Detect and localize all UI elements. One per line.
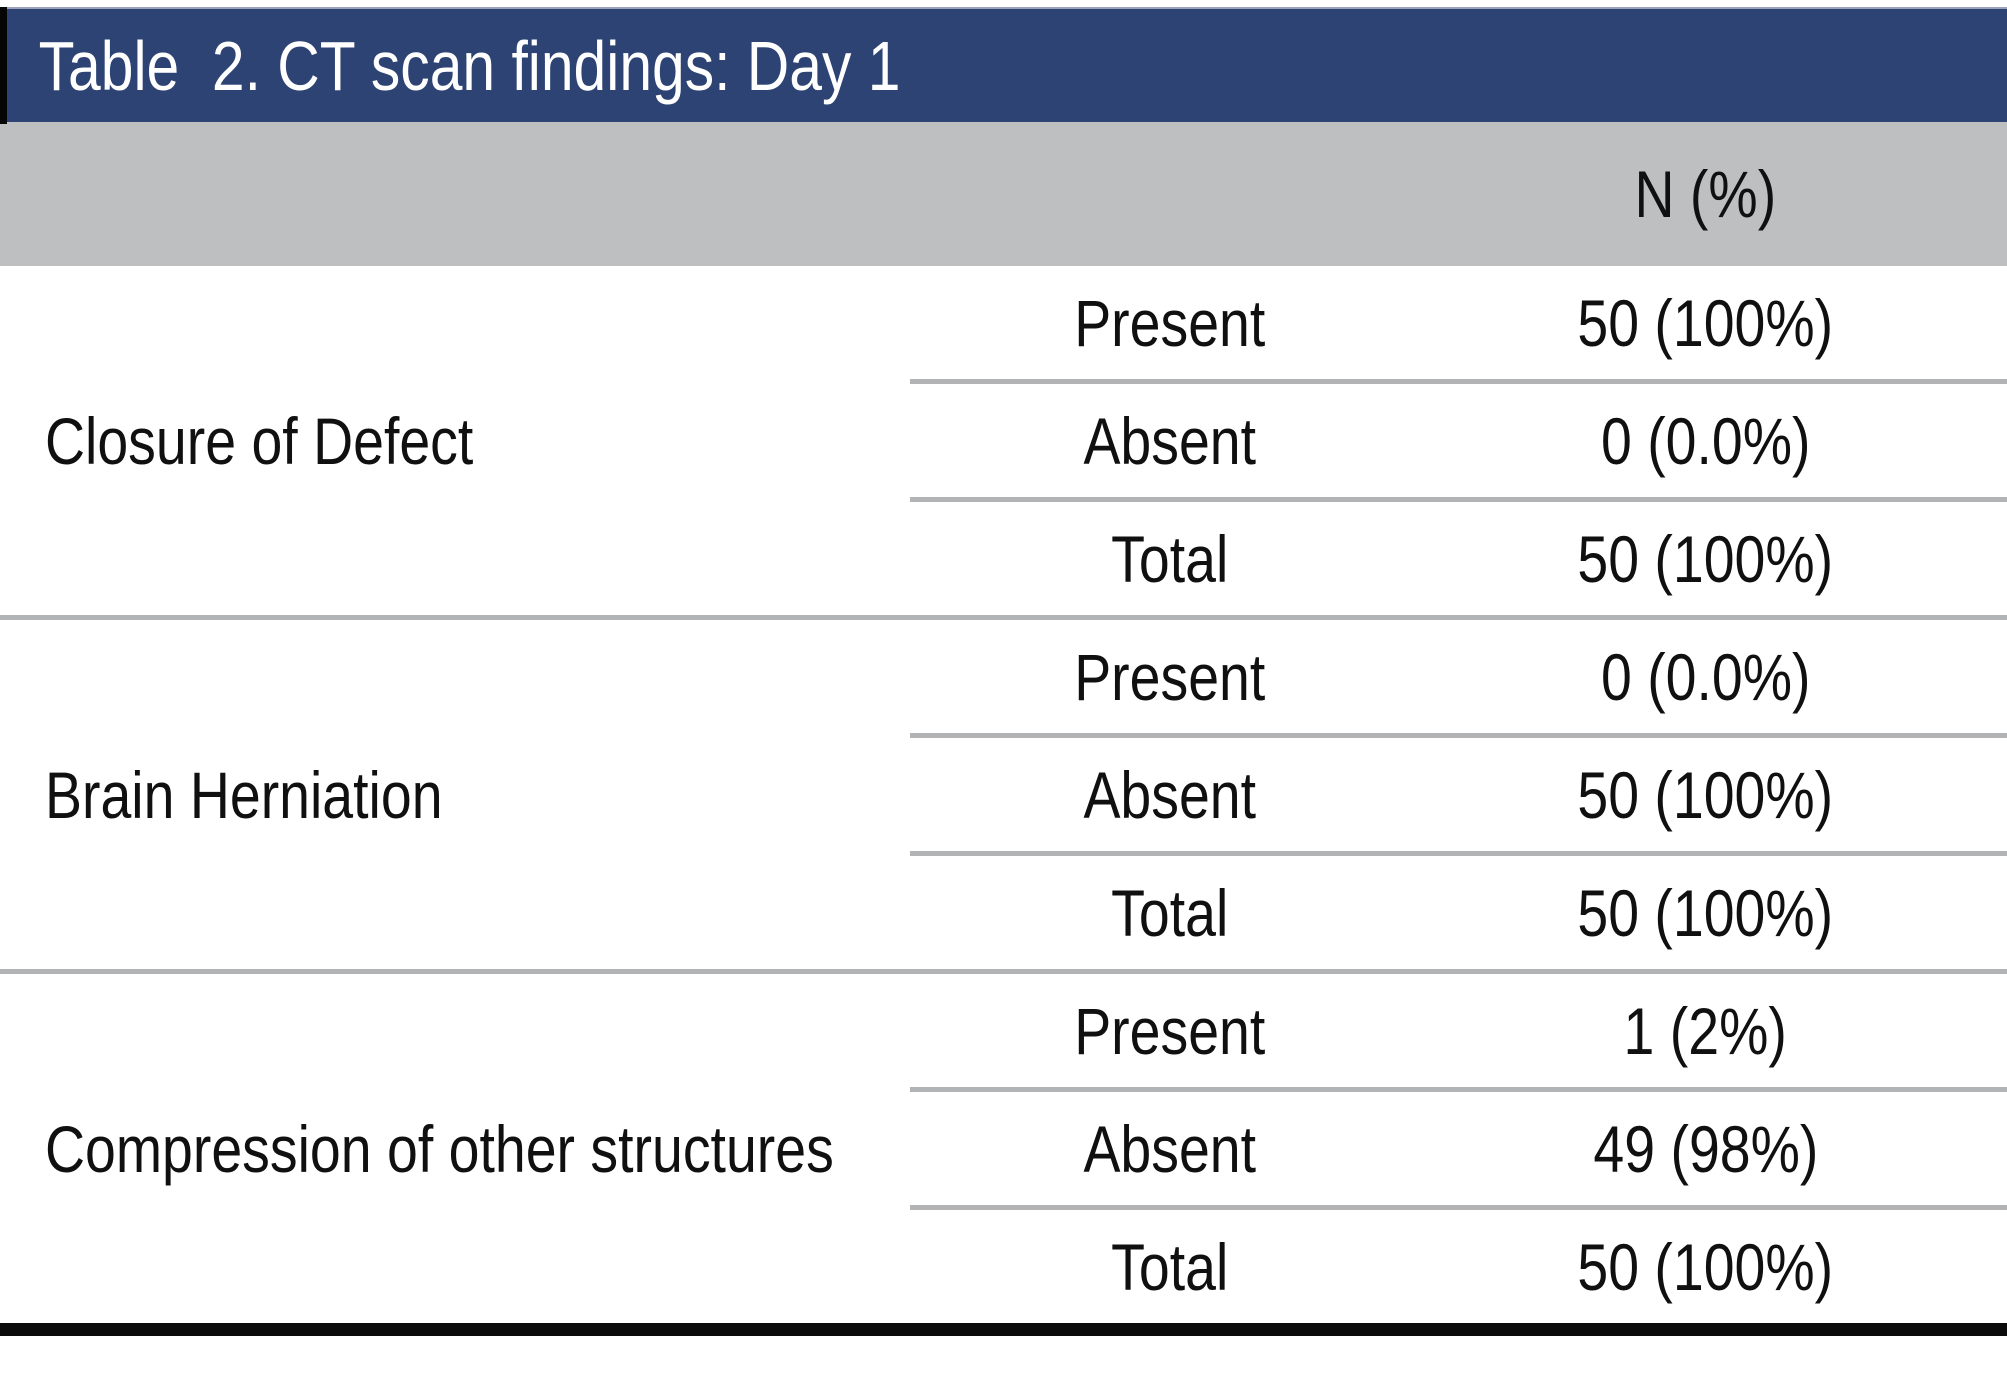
table-row-present: Present 0 (0.0%)	[910, 620, 2007, 733]
table-row-total: Total 50 (100%)	[910, 851, 2007, 969]
category-label: Present	[1074, 993, 1266, 1068]
value-label: 50 (100%)	[1577, 285, 1834, 360]
section-compression-of-other-structures: Compression of other structures Present …	[0, 974, 2007, 1323]
section-label: Brain Herniation	[45, 757, 443, 832]
section-label-cell: Closure of Defect	[0, 266, 910, 615]
section-rows: Present 0 (0.0%) Absent 50 (100%) Total …	[910, 620, 2007, 969]
value-label: 50 (100%)	[1577, 1229, 1834, 1304]
table-title: Table 2. CT scan findings: Day 1	[38, 26, 901, 105]
category-label: Total	[1111, 1229, 1229, 1304]
value-cell: 50 (100%)	[1430, 290, 2007, 356]
section-rows: Present 1 (2%) Absent 49 (98%) Total 50 …	[910, 974, 2007, 1323]
category-label: Total	[1111, 521, 1229, 596]
value-cell: 0 (0.0%)	[1430, 644, 2007, 710]
column-header-n-pct: N (%)	[1634, 157, 1777, 231]
value-cell: 0 (0.0%)	[1430, 408, 2007, 474]
value-label: 1 (2%)	[1623, 993, 1788, 1068]
section-label-cell: Brain Herniation	[0, 620, 910, 969]
column-header-spacer	[0, 122, 1430, 266]
section-rows: Present 50 (100%) Absent 0 (0.0%) Total …	[910, 266, 2007, 615]
table-row-absent: Absent 49 (98%)	[910, 1087, 2007, 1205]
section-closure-of-defect: Closure of Defect Present 50 (100%) Abse…	[0, 266, 2007, 620]
category-cell: Absent	[910, 1116, 1430, 1182]
value-cell: 49 (98%)	[1430, 1116, 2007, 1182]
table-row-present: Present 1 (2%)	[910, 974, 2007, 1087]
section-label: Closure of Defect	[45, 403, 474, 478]
value-cell: 50 (100%)	[1430, 880, 2007, 946]
category-cell: Present	[910, 998, 1430, 1064]
value-cell: 1 (2%)	[1430, 998, 2007, 1064]
bottom-rule	[0, 1323, 2007, 1336]
value-cell: 50 (100%)	[1430, 762, 2007, 828]
category-cell: Absent	[910, 762, 1430, 828]
category-cell: Total	[910, 880, 1430, 946]
table-row-present: Present 50 (100%)	[910, 266, 2007, 379]
category-label: Absent	[1083, 757, 1257, 832]
table-title-bar: Table 2. CT scan findings: Day 1	[0, 7, 2007, 124]
category-cell: Present	[910, 290, 1430, 356]
table-row-absent: Absent 0 (0.0%)	[910, 379, 2007, 497]
section-label: Compression of other structures	[45, 1111, 834, 1186]
value-label: 0 (0.0%)	[1600, 403, 1811, 478]
value-label: 0 (0.0%)	[1600, 639, 1811, 714]
column-header-row: N (%)	[0, 122, 2007, 266]
value-label: 50 (100%)	[1577, 757, 1834, 832]
table-row-total: Total 50 (100%)	[910, 497, 2007, 615]
value-cell: 50 (100%)	[1430, 526, 2007, 592]
value-label: 50 (100%)	[1577, 875, 1834, 950]
table-row-absent: Absent 50 (100%)	[910, 733, 2007, 851]
value-label: 49 (98%)	[1593, 1111, 1818, 1186]
category-cell: Absent	[910, 408, 1430, 474]
category-label: Absent	[1083, 1111, 1257, 1186]
table-row-total: Total 50 (100%)	[910, 1205, 2007, 1323]
value-cell: 50 (100%)	[1430, 1234, 2007, 1300]
value-label: 50 (100%)	[1577, 521, 1834, 596]
category-label: Absent	[1083, 403, 1257, 478]
column-header-cell: N (%)	[1430, 161, 2007, 227]
section-brain-herniation: Brain Herniation Present 0 (0.0%) Absent…	[0, 620, 2007, 974]
category-cell: Total	[910, 526, 1430, 592]
category-cell: Present	[910, 644, 1430, 710]
category-label: Present	[1074, 285, 1266, 360]
category-cell: Total	[910, 1234, 1430, 1300]
category-label: Total	[1111, 875, 1229, 950]
left-accent-bar	[0, 7, 7, 124]
section-label-cell: Compression of other structures	[0, 974, 910, 1323]
category-label: Present	[1074, 639, 1266, 714]
